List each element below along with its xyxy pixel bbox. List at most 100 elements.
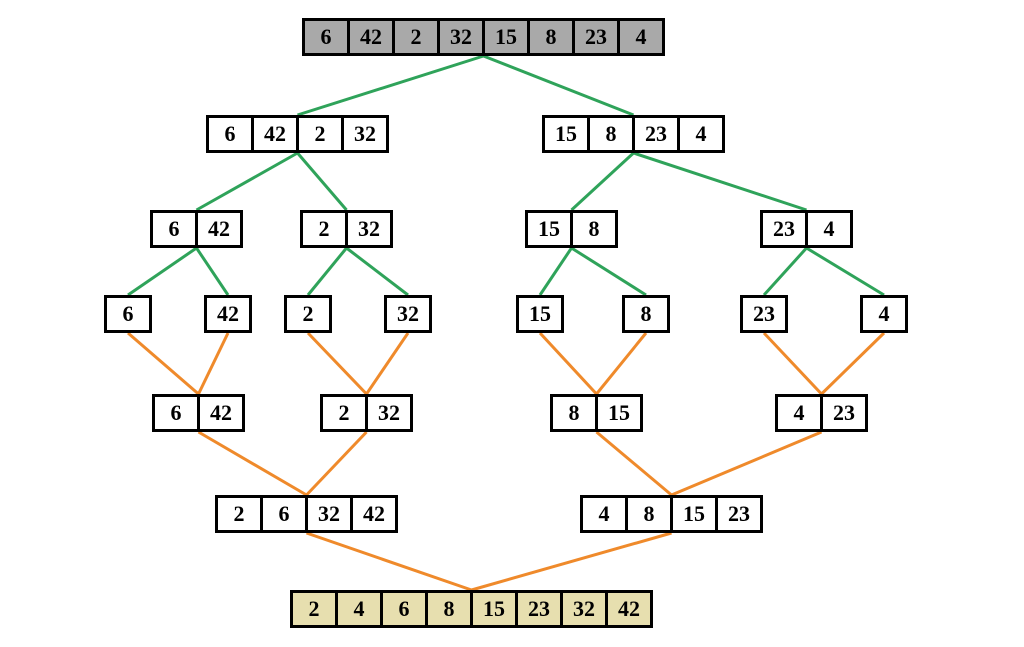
array-node: 158 (525, 210, 618, 248)
array-cell: 2 (284, 295, 332, 333)
edge-split (197, 153, 298, 210)
array-cell: 42 (197, 394, 245, 432)
array-cell: 23 (515, 590, 563, 628)
edge-merge (597, 432, 672, 495)
array-cell: 4 (805, 210, 853, 248)
edge-merge (307, 432, 367, 495)
array-cell: 6 (260, 495, 308, 533)
edge-merge (672, 432, 822, 495)
array-cell: 4 (335, 590, 383, 628)
array-node: 15 (516, 295, 564, 333)
array-cell: 15 (542, 115, 590, 153)
edge-split (764, 248, 807, 295)
array-cell: 8 (550, 394, 598, 432)
array-cell: 6 (104, 295, 152, 333)
array-cell: 2 (296, 115, 344, 153)
edge-merge (308, 333, 367, 394)
array-node: 158234 (542, 115, 725, 153)
array-node: 8 (622, 295, 670, 333)
array-node: 642232 (206, 115, 389, 153)
array-node: 423 (775, 394, 868, 432)
edge-split (308, 248, 347, 295)
array-cell: 2 (215, 495, 263, 533)
array-cell: 2 (392, 18, 440, 56)
edge-merge (822, 333, 885, 394)
edge-split (128, 248, 197, 295)
array-cell: 6 (302, 18, 350, 56)
edge-split (634, 153, 807, 210)
edge-merge (764, 333, 822, 394)
edge-merge (540, 333, 597, 394)
array-cell: 6 (380, 590, 428, 628)
array-cell: 32 (341, 115, 389, 153)
array-cell: 23 (715, 495, 763, 533)
edge-split (572, 248, 647, 295)
array-cell: 42 (195, 210, 243, 248)
array-cell: 32 (560, 590, 608, 628)
array-cell: 32 (305, 495, 353, 533)
array-cell: 2 (320, 394, 368, 432)
edge-merge (199, 432, 307, 495)
array-node: 4 (860, 295, 908, 333)
array-node: 642232158234 (302, 18, 665, 56)
array-cell: 42 (347, 18, 395, 56)
edge-split (197, 248, 229, 295)
array-node: 815 (550, 394, 643, 432)
array-cell: 4 (580, 495, 628, 533)
array-cell: 4 (677, 115, 725, 153)
edge-merge (367, 333, 409, 394)
array-node: 23 (740, 295, 788, 333)
array-cell: 42 (251, 115, 299, 153)
array-cell: 23 (632, 115, 680, 153)
array-cell: 42 (204, 295, 252, 333)
array-cell: 32 (437, 18, 485, 56)
edge-merge (128, 333, 199, 394)
edge-merge (597, 333, 647, 394)
edge-merge (199, 333, 229, 394)
array-cell: 15 (516, 295, 564, 333)
array-cell: 6 (206, 115, 254, 153)
array-cell: 23 (820, 394, 868, 432)
array-cell: 23 (760, 210, 808, 248)
array-cell: 8 (587, 115, 635, 153)
edge-split (484, 56, 634, 115)
array-cell: 15 (525, 210, 573, 248)
array-cell: 4 (860, 295, 908, 333)
array-node: 263242 (215, 495, 398, 533)
edge-split (572, 153, 634, 210)
edge-merge (472, 533, 672, 590)
array-cell: 8 (425, 590, 473, 628)
array-cell: 23 (572, 18, 620, 56)
array-cell: 32 (345, 210, 393, 248)
edge-split (347, 248, 409, 295)
array-node: 234 (760, 210, 853, 248)
array-cell: 4 (617, 18, 665, 56)
array-node: 642 (150, 210, 243, 248)
array-node: 642 (152, 394, 245, 432)
array-cell: 2 (300, 210, 348, 248)
array-node: 32 (384, 295, 432, 333)
array-cell: 8 (622, 295, 670, 333)
edge-split (807, 248, 885, 295)
array-node: 6 (104, 295, 152, 333)
array-cell: 42 (350, 495, 398, 533)
array-node: 246815233242 (290, 590, 653, 628)
array-cell: 15 (595, 394, 643, 432)
edge-merge (307, 533, 472, 590)
array-cell: 42 (605, 590, 653, 628)
array-cell: 2 (290, 590, 338, 628)
array-cell: 23 (740, 295, 788, 333)
array-cell: 6 (152, 394, 200, 432)
array-cell: 32 (365, 394, 413, 432)
array-node: 481523 (580, 495, 763, 533)
array-cell: 32 (384, 295, 432, 333)
array-cell: 6 (150, 210, 198, 248)
array-cell: 15 (670, 495, 718, 533)
array-cell: 8 (527, 18, 575, 56)
array-node: 42 (204, 295, 252, 333)
array-cell: 15 (470, 590, 518, 628)
array-cell: 8 (570, 210, 618, 248)
array-node: 232 (320, 394, 413, 432)
array-cell: 8 (625, 495, 673, 533)
array-cell: 4 (775, 394, 823, 432)
